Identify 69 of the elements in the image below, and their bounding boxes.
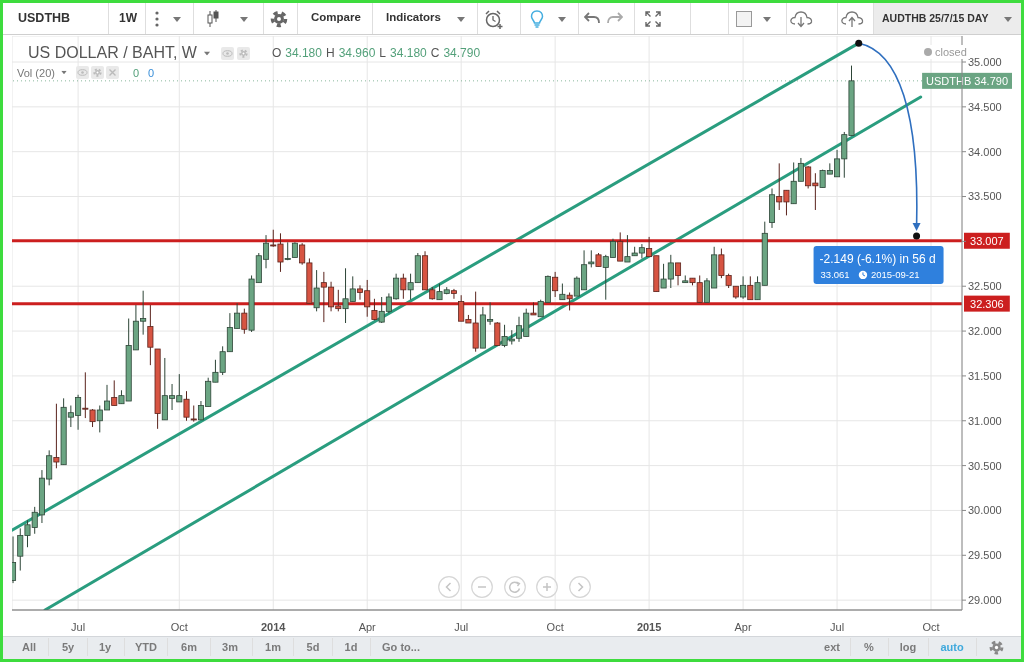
annotation: 0 [148,66,155,79]
y-tick-label: 34.000 [968,145,1002,158]
y-tick-label: 31.000 [968,414,1002,427]
x-tick-label: Apr [358,621,377,633]
candlestick [313,269,320,312]
text: 1y [98,641,112,653]
x-tick-label: 2014 [261,621,287,633]
candlestick [747,275,754,301]
annotation: 2015-09-21 [870,269,920,281]
y-tick-label: 30.500 [968,459,1002,472]
text: US DOLLAR / BAHT, W [28,44,197,62]
y-tick-label: 29.500 [968,549,1002,562]
y-tick-label: 29.000 [968,594,1002,607]
text: ext [824,641,840,653]
y-tick-label: 35.000 [968,55,1002,68]
text: O 34.180 H 34.960 L 34.180 C 34.790 [271,46,481,60]
text: AUDTHB 25/7/15 DAY [882,12,989,24]
annotation: 0 [132,66,140,79]
candlestick [740,275,747,300]
candlestick [450,288,457,300]
x-tick-label: Oct [922,621,940,633]
text: Go to... [382,641,420,653]
candlestick [241,308,248,335]
candlestick [111,379,118,407]
text: log [899,641,917,653]
x-tick-label: Jul [71,621,86,633]
text: YTD [135,641,157,653]
text: Indicators [386,11,441,23]
text: 1d [344,641,358,653]
x-tick-label: Jul [454,621,469,633]
text: 5d [306,641,320,653]
candlestick [53,403,60,469]
candlestick [675,262,682,286]
y-tick-label: 32.000 [968,324,1002,337]
candlestick [552,271,559,298]
y-tick-label: 32.500 [968,280,1002,293]
annotation: closed [935,46,967,58]
annotation: Vol (20) [17,66,55,79]
x-tick-label: 2015 [636,621,662,633]
x-tick-label: Jul [830,621,845,633]
y-tick-label: 31.500 [968,369,1002,382]
x-tick-label: Apr [734,621,752,633]
y-tick-label: 30.000 [968,504,1002,517]
ref-line-label: 32.306 [970,297,1004,310]
text: auto [940,641,964,653]
candlestick [400,273,407,300]
x-tick-label: Oct [170,621,188,633]
ref-line-label: USDTHB 34.790 [926,74,1009,87]
text: Compare [311,11,361,23]
text: % [864,641,874,653]
annotation: 33.061 [820,269,850,281]
candlestick [494,321,501,346]
candlestick [624,234,631,263]
text: 1W [119,11,137,25]
y-tick-label: 33.500 [968,190,1002,203]
text: 6m [181,641,197,653]
candlestick [12,535,17,584]
candlestick [617,231,624,262]
text: 5y [61,641,75,653]
y-tick-label: 34.500 [968,100,1002,113]
ref-line-label: 33.007 [970,234,1004,247]
x-tick-label: Oct [546,621,564,633]
text: USDTHB [18,11,71,25]
candlestick [147,304,154,366]
text: All [21,641,37,653]
annotation: -2.149 (-6.1%) in 56 d [819,251,936,266]
candlestick [183,390,190,422]
text: 3m [222,641,238,653]
text: 1m [265,641,281,653]
